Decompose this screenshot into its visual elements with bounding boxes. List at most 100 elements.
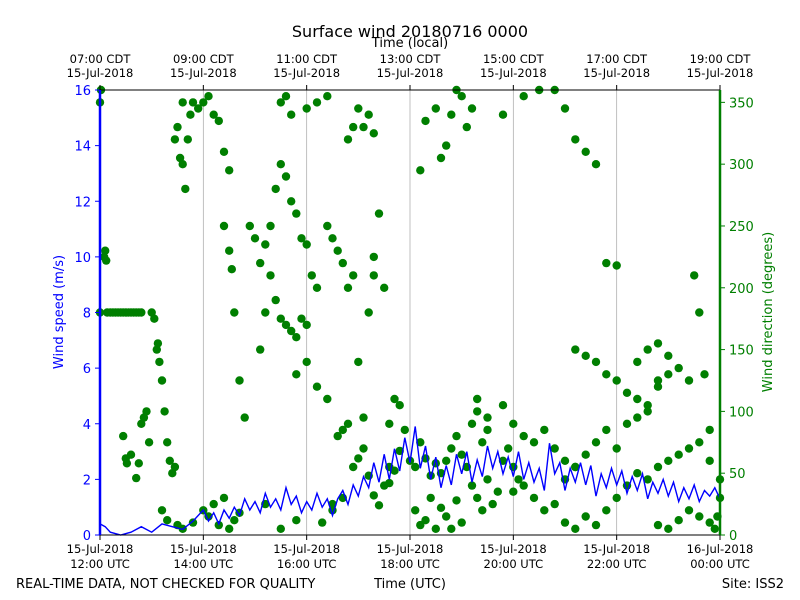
top-tick-date: 15-Jul-2018 [687,66,754,80]
direction-point [653,382,663,391]
direction-point [219,493,229,503]
direction-point [690,271,699,280]
direction-point [163,438,172,447]
direction-point [302,240,311,249]
direction-point [250,234,260,243]
direction-point [674,516,683,525]
direction-point [173,122,182,132]
direction-point [664,370,673,379]
direction-point [473,493,482,503]
direction-point [664,524,673,533]
left-tick-label: 8 [83,307,91,322]
direction-point [421,516,430,525]
direction-point [411,506,420,515]
direction-point [126,450,136,459]
direction-point [287,326,296,336]
direction-point [194,104,203,113]
direction-point [276,160,285,169]
right-tick-label: 350 [729,96,754,111]
direction-point [591,520,601,530]
direction-point [633,357,642,367]
direction-point [188,98,198,107]
top-tick-date: 15-Jul-2018 [583,66,650,80]
direction-point [473,394,482,404]
direction-point [297,314,306,323]
direction-point [359,413,368,422]
direction-point [225,524,234,533]
direction-point [385,478,394,488]
bottom-tick-date: 15-Jul-2018 [273,542,340,556]
direction-point [163,516,172,525]
direction-point [354,454,363,463]
right-tick-label: 300 [729,158,754,173]
direction-point [602,506,611,515]
direction-point [684,506,694,515]
direction-point [684,376,694,385]
direction-point [364,110,373,119]
direction-point [276,524,285,533]
direction-point [612,493,621,503]
direction-point [390,466,399,475]
direction-point [132,473,141,483]
direction-point [483,413,492,422]
direction-point [452,496,461,505]
direction-point [519,481,528,490]
direction-point [157,376,167,385]
direction-point [364,308,373,317]
direction-point [452,431,461,441]
right-tick-label: 100 [729,405,754,420]
direction-point [343,419,353,428]
right-tick-label: 50 [729,467,746,482]
direction-point [209,110,218,119]
direction-point [467,419,477,428]
direction-point [488,499,497,509]
direction-point [643,401,652,410]
bottom-tick-date: 15-Jul-2018 [170,542,237,556]
direction-point [710,524,719,533]
direction-point [261,308,270,317]
direction-point [349,122,358,132]
right-axis-ticks: 0 50 100 150 200 250 300 350 [720,96,754,544]
direction-point [142,407,151,416]
direction-point [695,512,704,521]
direction-point [700,370,709,379]
direction-point [633,469,642,478]
direction-point [560,518,570,527]
direction-point [483,425,492,435]
direction-point [431,524,440,533]
bottom-tick-time: 18:00 UTC [380,557,440,571]
direction-point [602,258,611,268]
direction-point [695,308,704,317]
top-tick-date: 15-Jul-2018 [273,66,340,80]
bottom-tick-date: 15-Jul-2018 [377,542,444,556]
direction-point [276,314,285,323]
direction-point [369,129,378,138]
top-tick-date: 15-Jul-2018 [480,66,547,80]
direction-point [602,370,611,379]
direction-point [436,153,446,163]
direction-point [101,246,110,255]
direction-point [323,92,332,101]
direction-point [643,345,652,354]
direction-point [235,376,244,385]
direction-point [400,425,409,435]
direction-point [442,141,451,150]
direction-point [369,252,378,262]
chart-title: Surface wind 20180716 0000 [292,22,528,41]
direction-point [343,135,353,144]
direction-point [271,295,280,305]
direction-point [209,499,218,509]
wind-speed-series [99,426,721,536]
direction-point [411,462,420,472]
direction-point [155,357,164,367]
top-tick-date: 15-Jul-2018 [377,66,444,80]
direction-point [591,160,601,169]
direction-point [349,271,358,280]
direction-point [281,320,291,330]
direction-point [281,172,291,181]
direction-point [416,438,425,447]
direction-point [333,431,342,441]
direction-point [178,98,187,107]
direction-point [447,110,456,119]
